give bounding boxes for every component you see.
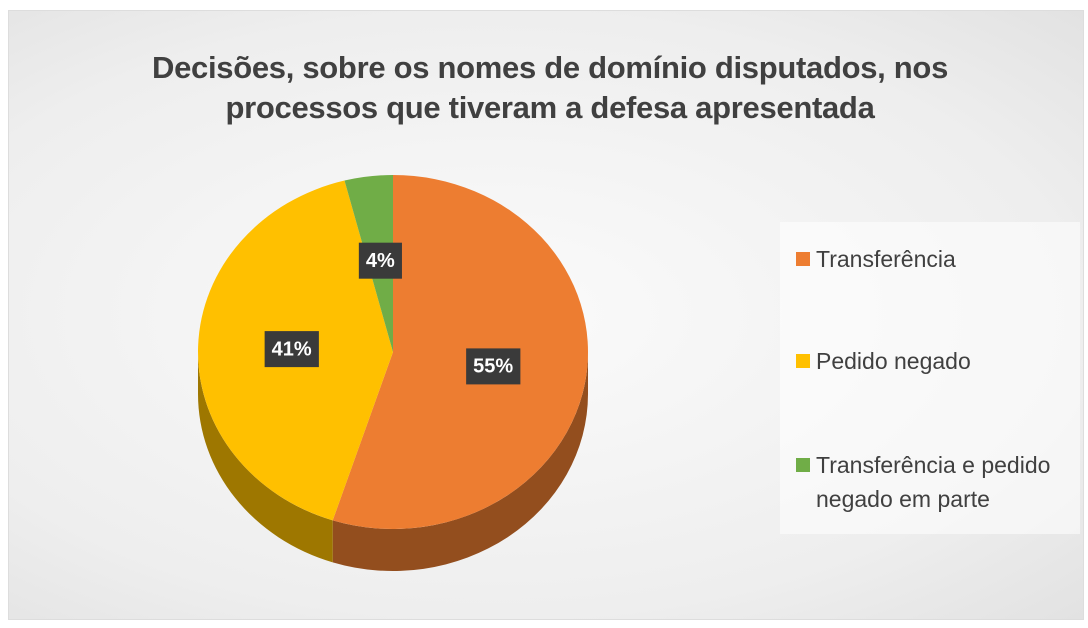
legend-swatch [796,252,810,266]
data-label-box [264,331,319,368]
legend: Transferência Pedido negado Transferência … [780,222,1080,534]
legend-label: Pedido negado [816,348,971,374]
slice-side [332,352,588,571]
data-label-box [466,348,521,385]
data-label: 41% [272,338,312,360]
data-label: 4% [366,250,395,272]
legend-label: Transferência [816,246,956,272]
legend-swatch [796,458,810,472]
legend-label: Transferência e pedido negado em parte [816,452,1051,512]
data-label: 55% [473,356,513,378]
legend-item: Transferência [796,242,1081,276]
chart-title: Decisões, sobre os nomes de domínio disp… [151,50,949,126]
data-label-box [358,242,402,279]
legend-item: Transferência e pedido negado em parte [796,448,1081,516]
legend-item: Pedido negado [796,344,1081,378]
slice-side [198,352,333,563]
legend-swatch [796,354,810,368]
